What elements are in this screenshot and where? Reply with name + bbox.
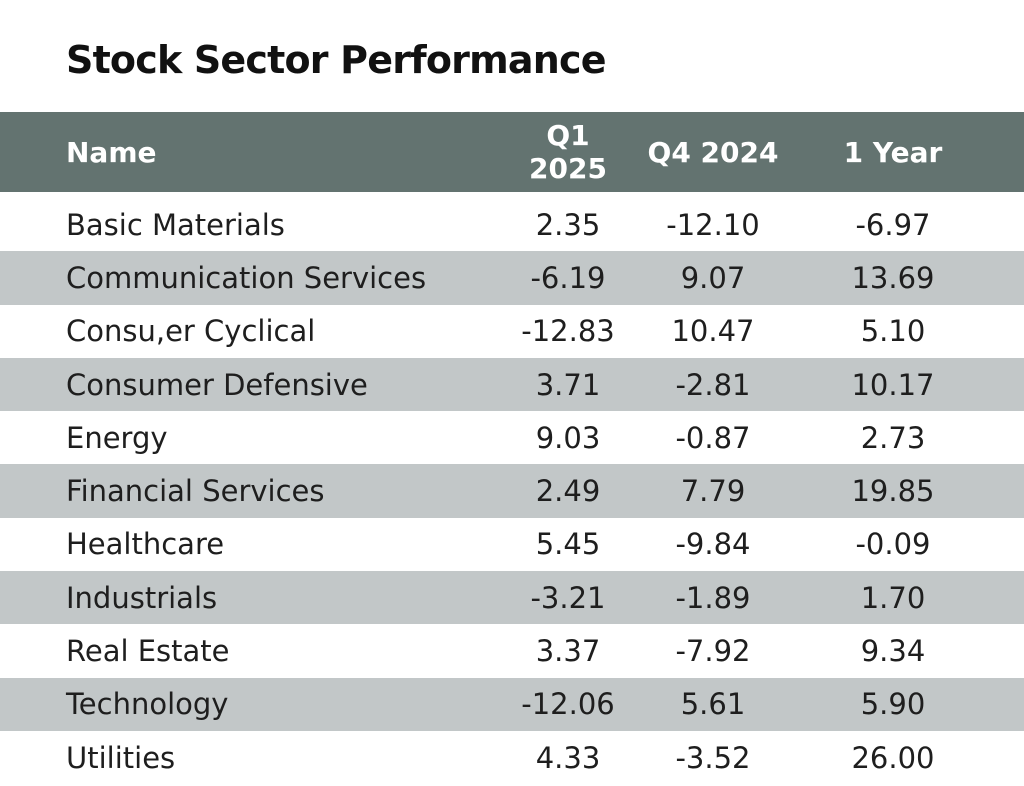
table-body: Basic Materials 2.35 -12.10 -6.97 Communicat… [0,198,1024,784]
cell-q1-2025: 9.03 [535,420,601,455]
cell-q1-2025: -12.06 [521,687,615,722]
cell-1-year: 10.17 [851,367,935,402]
cell-q4-2024: -12.10 [666,207,760,242]
cell-q4-2024: -2.81 [675,367,751,402]
chart-title: Stock Sector Performance [66,38,607,82]
cell-name: Consu,er Cyclical [66,314,316,349]
cell-1-year: 1.70 [860,580,926,615]
cell-name: Basic Materials [66,207,285,242]
cell-q4-2024: 7.79 [680,474,746,509]
cell-name: Utilities [66,740,176,775]
cell-1-year: -0.09 [855,527,931,562]
cell-name: Communication Services [66,260,427,295]
cell-q4-2024: -3.52 [675,740,751,775]
table-row: Technology -12.06 5.61 5.90 [0,677,1024,731]
table-row: Utilities 4.33 -3.52 26.00 [0,731,1024,784]
cell-q1-2025: 4.33 [535,740,601,775]
table-row: Consumer Defensive 3.71 -2.81 10.17 [0,357,1024,412]
cell-q4-2024: -1.89 [675,580,751,615]
cell-q1-2025: -6.19 [530,260,606,295]
cell-q1-2025: 3.71 [535,367,601,402]
cell-q1-2025: -12.83 [521,314,615,349]
table-row: Communication Services -6.19 9.07 13.69 [0,251,1024,305]
cell-name: Technology [66,687,229,722]
header-name: Name [66,135,157,169]
table-row: Real Estate 3.37 -7.92 9.34 [0,624,1024,677]
cell-name: Financial Services [66,474,325,509]
header-1-year: 1 Year [843,135,943,169]
cell-q1-2025: -3.21 [530,580,606,615]
cell-1-year: 19.85 [851,474,935,509]
cell-q4-2024: 9.07 [680,260,746,295]
cell-q1-2025: 2.49 [535,474,601,509]
cell-q1-2025: 5.45 [535,527,601,562]
cell-q4-2024: 10.47 [671,314,755,349]
table-row: Financial Services 2.49 7.79 19.85 [0,464,1024,518]
table-row: Industrials -3.21 -1.89 1.70 [0,571,1024,625]
header-q1-2025: Q1 2025 [529,119,607,185]
table-header: Name Q1 2025 Q4 2024 1 Year [0,112,1024,192]
cell-q4-2024: 5.61 [680,687,746,722]
cell-name: Healthcare [66,527,225,562]
cell-name: Energy [66,420,168,455]
cell-1-year: 26.00 [851,740,935,775]
sector-table: Name Q1 2025 Q4 2024 1 Year Basic Materi… [0,112,1024,784]
cell-1-year: 5.90 [860,687,926,722]
table-row: Consu,er Cyclical -12.83 10.47 5.10 [0,305,1024,358]
cell-1-year: -6.97 [855,207,931,242]
cell-1-year: 5.10 [860,314,926,349]
cell-1-year: 13.69 [851,260,935,295]
cell-name: Consumer Defensive [66,367,368,402]
cell-q4-2024: -7.92 [675,634,751,669]
cell-name: Industrials [66,580,218,615]
cell-1-year: 9.34 [860,634,926,669]
table-row: Energy 9.03 -0.87 2.73 [0,411,1024,464]
cell-1-year: 2.73 [860,420,926,455]
cell-q1-2025: 3.37 [535,634,601,669]
table-row: Basic Materials 2.35 -12.10 -6.97 [0,198,1024,251]
cell-q4-2024: -0.87 [675,420,751,455]
header-q4-2024: Q4 2024 [647,135,779,169]
table-row: Healthcare 5.45 -9.84 -0.09 [0,518,1024,571]
cell-q1-2025: 2.35 [535,207,601,242]
cell-name: Real Estate [66,634,230,669]
cell-q4-2024: -9.84 [675,527,751,562]
